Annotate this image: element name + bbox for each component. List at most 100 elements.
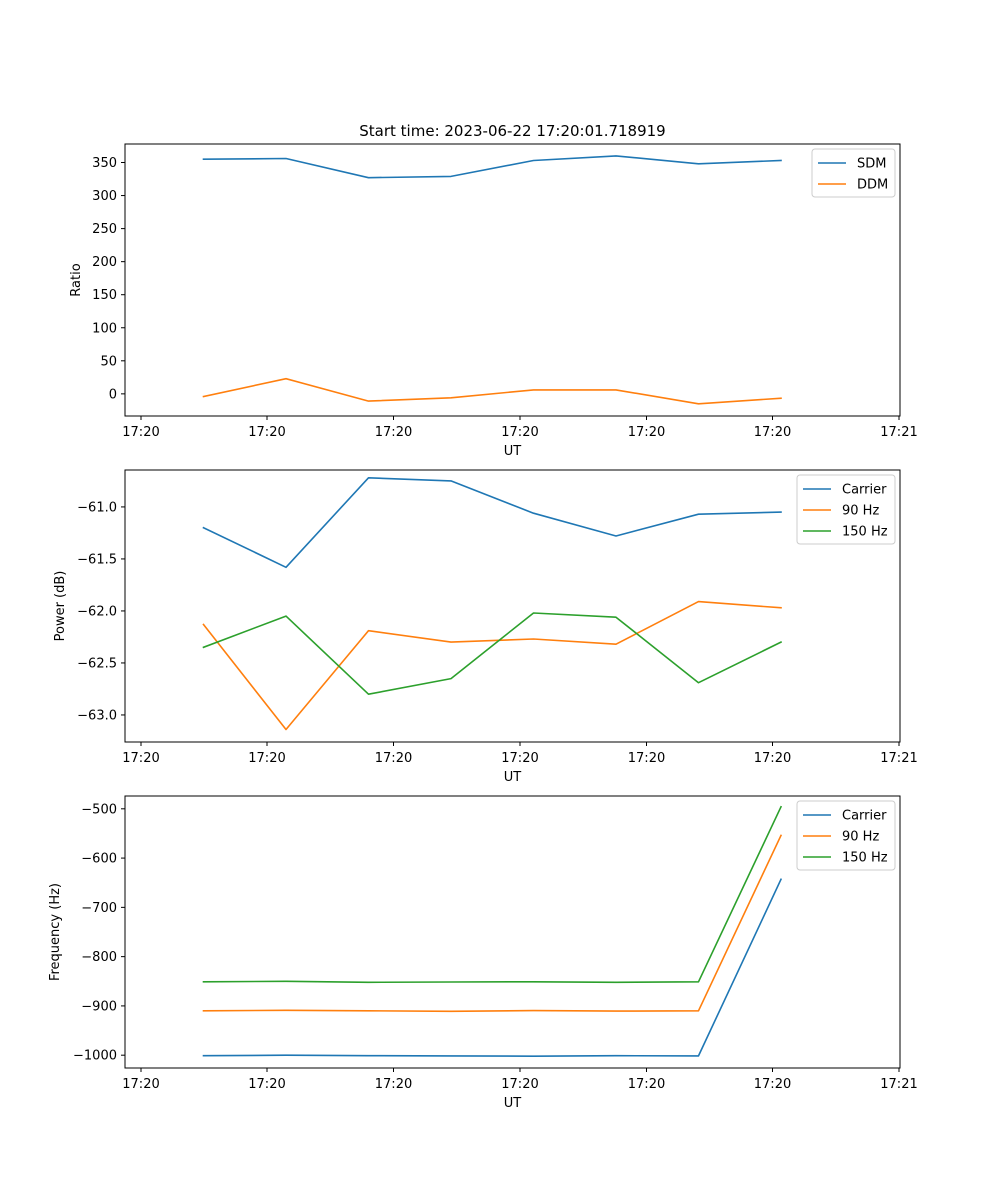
legend-label: DDM bbox=[857, 178, 888, 193]
x-tick-label: 17:20 bbox=[122, 425, 159, 440]
data-point bbox=[367, 1054, 370, 1057]
data-point bbox=[202, 395, 205, 398]
data-point bbox=[697, 513, 700, 516]
legend: Carrier 90 Hz 150 Hz bbox=[796, 800, 896, 871]
x-tick-label: 17:20 bbox=[375, 751, 412, 766]
y-tick-label: 350 bbox=[92, 156, 117, 171]
data-point bbox=[367, 1009, 370, 1012]
data-point bbox=[285, 980, 288, 983]
x-axis-label: UT bbox=[504, 770, 522, 785]
y-tick-label: −61.5 bbox=[77, 552, 117, 567]
x-tick-label: 17:20 bbox=[375, 1077, 412, 1092]
data-point bbox=[450, 641, 453, 644]
data-point bbox=[532, 1055, 535, 1058]
data-point bbox=[285, 566, 288, 569]
data-point bbox=[285, 377, 288, 380]
data-point bbox=[697, 980, 700, 983]
data-point bbox=[450, 677, 453, 680]
axes-frame bbox=[124, 795, 901, 1069]
y-tick-label: −800 bbox=[81, 950, 117, 965]
data-point bbox=[202, 646, 205, 649]
series-line-carrier bbox=[202, 476, 782, 569]
data-point bbox=[780, 834, 783, 837]
data-point bbox=[615, 388, 618, 391]
data-point bbox=[532, 388, 535, 391]
series-line-90-hz bbox=[202, 600, 782, 731]
x-tick-label: 17:20 bbox=[248, 425, 285, 440]
data-point bbox=[532, 512, 535, 515]
axes-frame bbox=[124, 469, 901, 743]
y-tick-label: −1000 bbox=[73, 1049, 117, 1064]
y-tick-label: 50 bbox=[100, 354, 117, 369]
data-point bbox=[780, 606, 783, 609]
y-tick-label: −61.0 bbox=[77, 500, 117, 515]
y-tick-label: 200 bbox=[92, 255, 117, 270]
x-axis-label: UT bbox=[504, 444, 522, 459]
x-tick-label: 17:20 bbox=[501, 751, 538, 766]
data-point bbox=[450, 1010, 453, 1013]
data-point bbox=[615, 154, 618, 157]
x-tick-label: 17:20 bbox=[501, 1077, 538, 1092]
y-tick-label: −62.0 bbox=[77, 604, 117, 619]
legend-box bbox=[796, 800, 896, 871]
data-point bbox=[697, 1009, 700, 1012]
legend-box bbox=[796, 474, 896, 545]
series-line-150-hz bbox=[202, 612, 783, 696]
subplot-1: 17:20 17:20 17:20 17:20 17:20 17:20 17:21 0 50 10… bbox=[69, 143, 918, 459]
legend-label: 90 Hz bbox=[842, 830, 879, 845]
y-tick-label: −500 bbox=[81, 802, 117, 817]
data-point bbox=[450, 1054, 453, 1057]
data-point bbox=[532, 612, 535, 615]
data-point bbox=[780, 878, 783, 881]
data-point bbox=[285, 615, 288, 618]
x-tick-label: 17:21 bbox=[880, 751, 917, 766]
y-tick-label: −63.0 bbox=[77, 708, 117, 723]
legend-label: Carrier bbox=[842, 809, 887, 824]
data-point bbox=[450, 175, 453, 178]
series-line-150-hz bbox=[202, 805, 783, 984]
series-line-sdm bbox=[202, 155, 782, 179]
legend-label: 150 Hz bbox=[842, 851, 888, 866]
x-tick-label: 17:20 bbox=[754, 751, 791, 766]
x-tick-label: 17:20 bbox=[754, 1077, 791, 1092]
data-point bbox=[285, 1009, 288, 1012]
legend-label: SDM bbox=[857, 157, 886, 172]
y-tick-label: 300 bbox=[92, 189, 117, 204]
data-point bbox=[780, 511, 783, 514]
data-point bbox=[532, 980, 535, 983]
legend-label: Carrier bbox=[842, 483, 887, 498]
data-point bbox=[367, 476, 370, 479]
x-axis-label: UT bbox=[504, 1096, 522, 1111]
data-point bbox=[697, 1054, 700, 1057]
data-point bbox=[285, 157, 288, 160]
data-point bbox=[780, 159, 783, 162]
legend: Carrier 90 Hz 150 Hz bbox=[796, 474, 896, 545]
data-point bbox=[615, 1054, 618, 1057]
data-point bbox=[202, 980, 205, 983]
legend-box bbox=[811, 148, 896, 198]
data-point bbox=[450, 396, 453, 399]
data-point bbox=[450, 981, 453, 984]
y-tick-label: 0 bbox=[109, 387, 117, 402]
y-tick-label: 100 bbox=[92, 321, 117, 336]
subplot-2: 17:20 17:20 17:20 17:20 17:20 17:20 17:21 −61.0… bbox=[53, 469, 918, 785]
data-point bbox=[367, 629, 370, 632]
y-tick-label: −600 bbox=[81, 852, 117, 867]
y-tick-label: 150 bbox=[92, 288, 117, 303]
series-line-ddm bbox=[202, 377, 782, 405]
x-tick-label: 17:21 bbox=[880, 425, 917, 440]
data-point bbox=[285, 728, 288, 731]
data-point bbox=[780, 397, 783, 400]
x-tick-label: 17:20 bbox=[248, 1077, 285, 1092]
data-point bbox=[367, 981, 370, 984]
data-point bbox=[450, 479, 453, 482]
data-point bbox=[367, 400, 370, 403]
series-line-carrier bbox=[202, 878, 783, 1057]
y-axis-label: Frequency (Hz) bbox=[48, 883, 63, 981]
data-point bbox=[367, 693, 370, 696]
x-tick-label: 17:20 bbox=[375, 425, 412, 440]
y-tick-label: −900 bbox=[81, 999, 117, 1014]
data-point bbox=[615, 535, 618, 538]
data-point bbox=[202, 526, 205, 529]
